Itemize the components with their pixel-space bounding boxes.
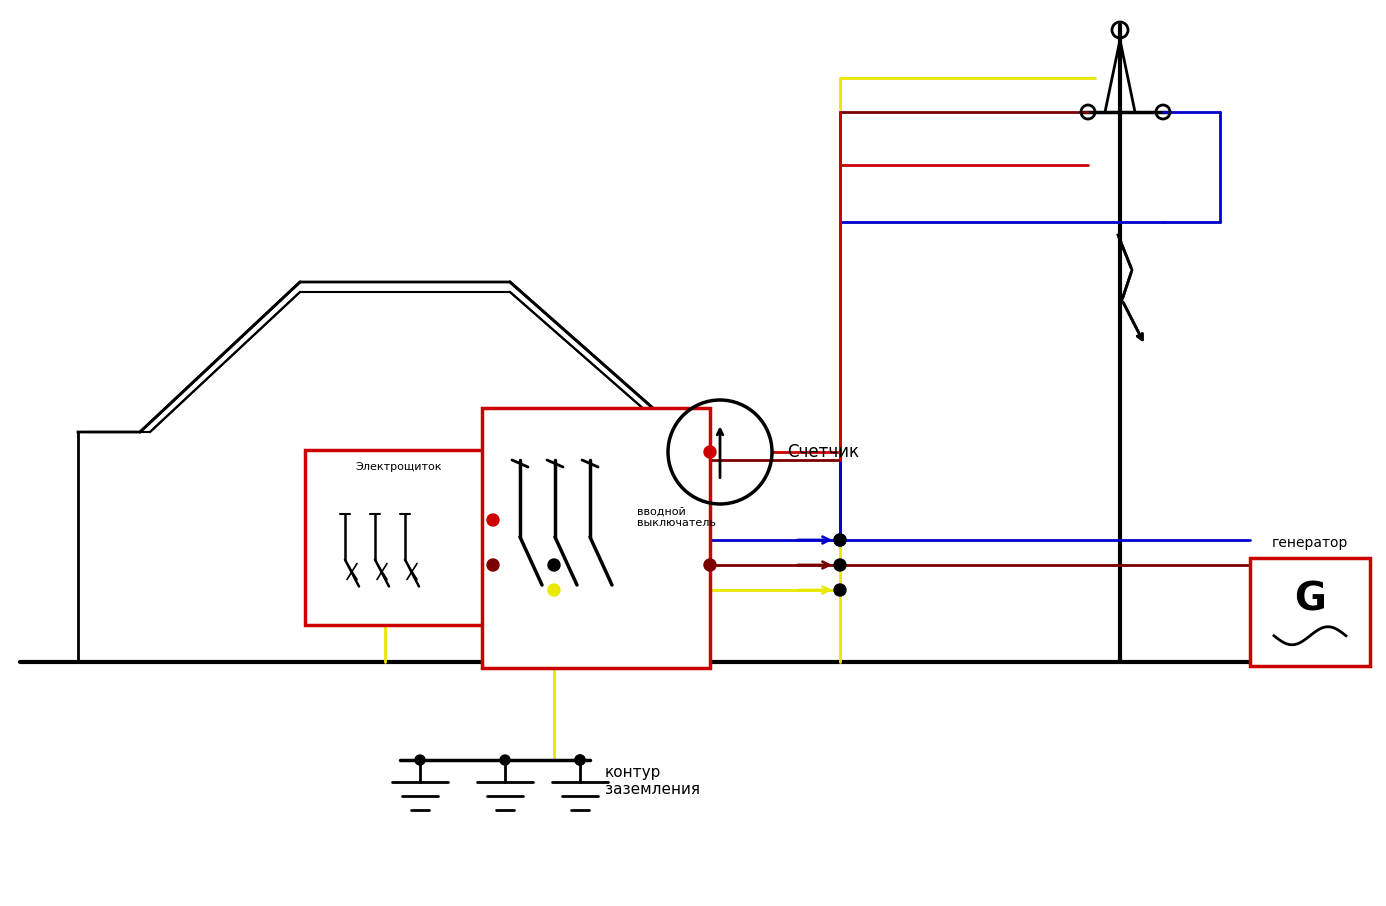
Circle shape [834, 534, 845, 546]
Text: генератор: генератор [1272, 536, 1349, 550]
Circle shape [834, 534, 845, 546]
Circle shape [486, 514, 499, 526]
FancyBboxPatch shape [1250, 558, 1369, 666]
Text: Счетчик: Счетчик [787, 443, 859, 461]
Circle shape [547, 584, 560, 596]
Circle shape [547, 559, 560, 571]
Circle shape [500, 755, 510, 765]
Circle shape [414, 755, 426, 765]
Text: контур
заземления: контур заземления [606, 765, 700, 797]
Circle shape [834, 559, 845, 571]
FancyBboxPatch shape [482, 408, 710, 668]
Circle shape [486, 559, 499, 571]
Text: G: G [1295, 580, 1326, 618]
Circle shape [704, 559, 717, 571]
Circle shape [575, 755, 585, 765]
Text: Электрощиток: Электрощиток [356, 462, 442, 472]
Circle shape [575, 755, 585, 765]
FancyBboxPatch shape [305, 450, 493, 625]
Circle shape [704, 446, 717, 458]
Circle shape [834, 584, 845, 596]
Text: вводной
выключатель: вводной выключатель [638, 506, 717, 528]
